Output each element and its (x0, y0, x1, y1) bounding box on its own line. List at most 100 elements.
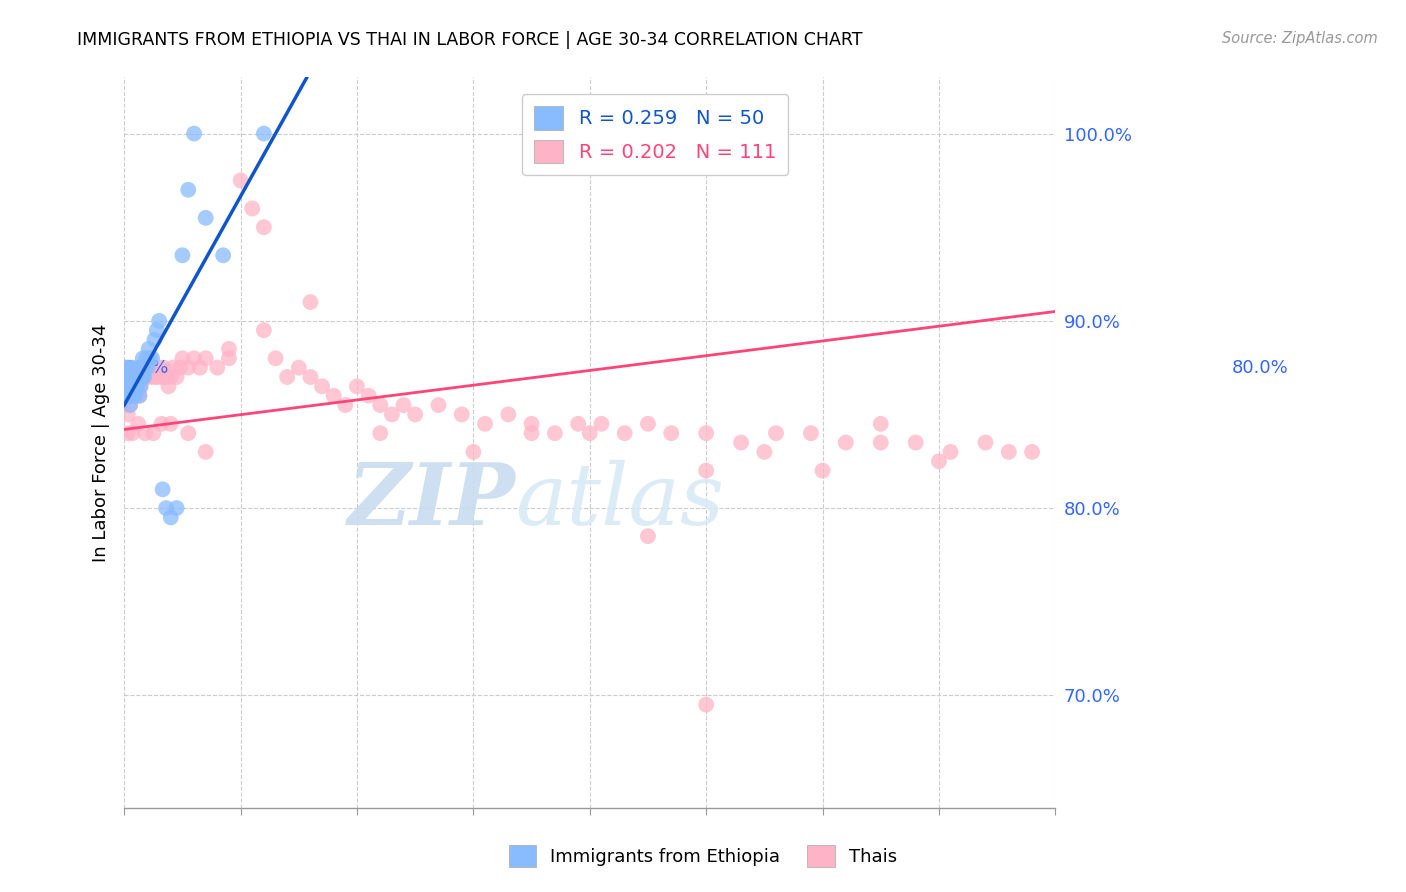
Point (122, 389, 145, 403)
Point (695, 698, 717, 712)
Point (124, 389, 146, 403)
Point (117, 370, 139, 384)
Point (498, 408, 520, 422)
Point (135, 351, 157, 366)
Point (136, 360, 159, 375)
Point (299, 295, 322, 310)
Point (207, 360, 229, 375)
Point (368, 398, 391, 412)
Text: atlas: atlas (515, 459, 724, 542)
Text: ZIP: ZIP (347, 459, 515, 542)
Point (869, 417, 891, 431)
Point (125, 370, 148, 384)
Point (135, 370, 157, 384)
Point (169, 360, 191, 375)
Point (218, 342, 240, 356)
Point (134, 360, 156, 375)
Point (162, 360, 184, 375)
Point (121, 379, 143, 393)
Point (637, 417, 659, 431)
Y-axis label: In Labor Force | Age 30-34: In Labor Force | Age 30-34 (93, 323, 110, 562)
Point (904, 435, 927, 450)
Legend: Immigrants from Ethiopia, Thais: Immigrants from Ethiopia, Thais (502, 838, 904, 874)
Point (183, 351, 205, 366)
Text: 80.0%: 80.0% (1232, 359, 1288, 376)
Point (613, 426, 636, 441)
Point (132, 351, 155, 366)
Point (114, 379, 136, 393)
Point (166, 501, 188, 516)
Point (128, 389, 150, 403)
Point (125, 379, 148, 393)
Point (357, 389, 380, 403)
Point (143, 370, 166, 384)
Point (114, 360, 136, 375)
Point (194, 445, 217, 459)
Point (229, 173, 252, 187)
Point (142, 426, 165, 441)
Point (125, 379, 148, 393)
Point (120, 379, 142, 393)
Point (578, 426, 600, 441)
Point (939, 445, 962, 459)
Text: Source: ZipAtlas.com: Source: ZipAtlas.com (1222, 31, 1378, 46)
Point (125, 379, 148, 393)
Point (172, 351, 194, 366)
Point (264, 351, 287, 366)
Point (120, 379, 142, 393)
Point (765, 426, 787, 441)
Point (997, 445, 1019, 459)
Point (141, 351, 163, 366)
Point (127, 370, 149, 384)
Point (520, 426, 543, 441)
Point (474, 417, 496, 431)
Point (392, 398, 415, 412)
Point (128, 370, 150, 384)
Point (463, 445, 485, 459)
Point (811, 464, 834, 478)
Point (118, 360, 141, 375)
Point (159, 370, 181, 384)
Point (118, 389, 141, 403)
Point (118, 370, 141, 384)
Point (148, 314, 170, 328)
Point (122, 379, 145, 393)
Point (695, 464, 717, 478)
Point (335, 398, 357, 412)
Point (131, 370, 153, 384)
Point (136, 360, 159, 375)
Point (118, 398, 141, 412)
Point (148, 360, 170, 375)
Point (381, 408, 404, 422)
Point (152, 360, 174, 375)
Point (122, 370, 145, 384)
Point (253, 323, 276, 337)
Point (120, 389, 142, 403)
Point (177, 360, 200, 375)
Point (121, 426, 143, 441)
Point (368, 426, 391, 441)
Point (172, 248, 194, 262)
Point (754, 445, 776, 459)
Point (118, 398, 141, 412)
Point (157, 379, 180, 393)
Point (159, 510, 181, 524)
Point (276, 370, 298, 384)
Point (188, 360, 211, 375)
Point (152, 483, 174, 497)
Point (127, 417, 149, 431)
Point (150, 370, 173, 384)
Point (139, 351, 162, 366)
Point (132, 360, 155, 375)
Point (125, 370, 148, 384)
Point (146, 323, 169, 337)
Point (1021, 445, 1043, 459)
Point (240, 202, 263, 216)
Point (591, 417, 613, 431)
Point (404, 408, 426, 422)
Point (120, 389, 142, 403)
Point (695, 426, 717, 441)
Text: IMMIGRANTS FROM ETHIOPIA VS THAI IN LABOR FORCE | AGE 30-34 CORRELATION CHART: IMMIGRANTS FROM ETHIOPIA VS THAI IN LABO… (77, 31, 863, 49)
Point (567, 417, 589, 431)
Point (114, 370, 136, 384)
